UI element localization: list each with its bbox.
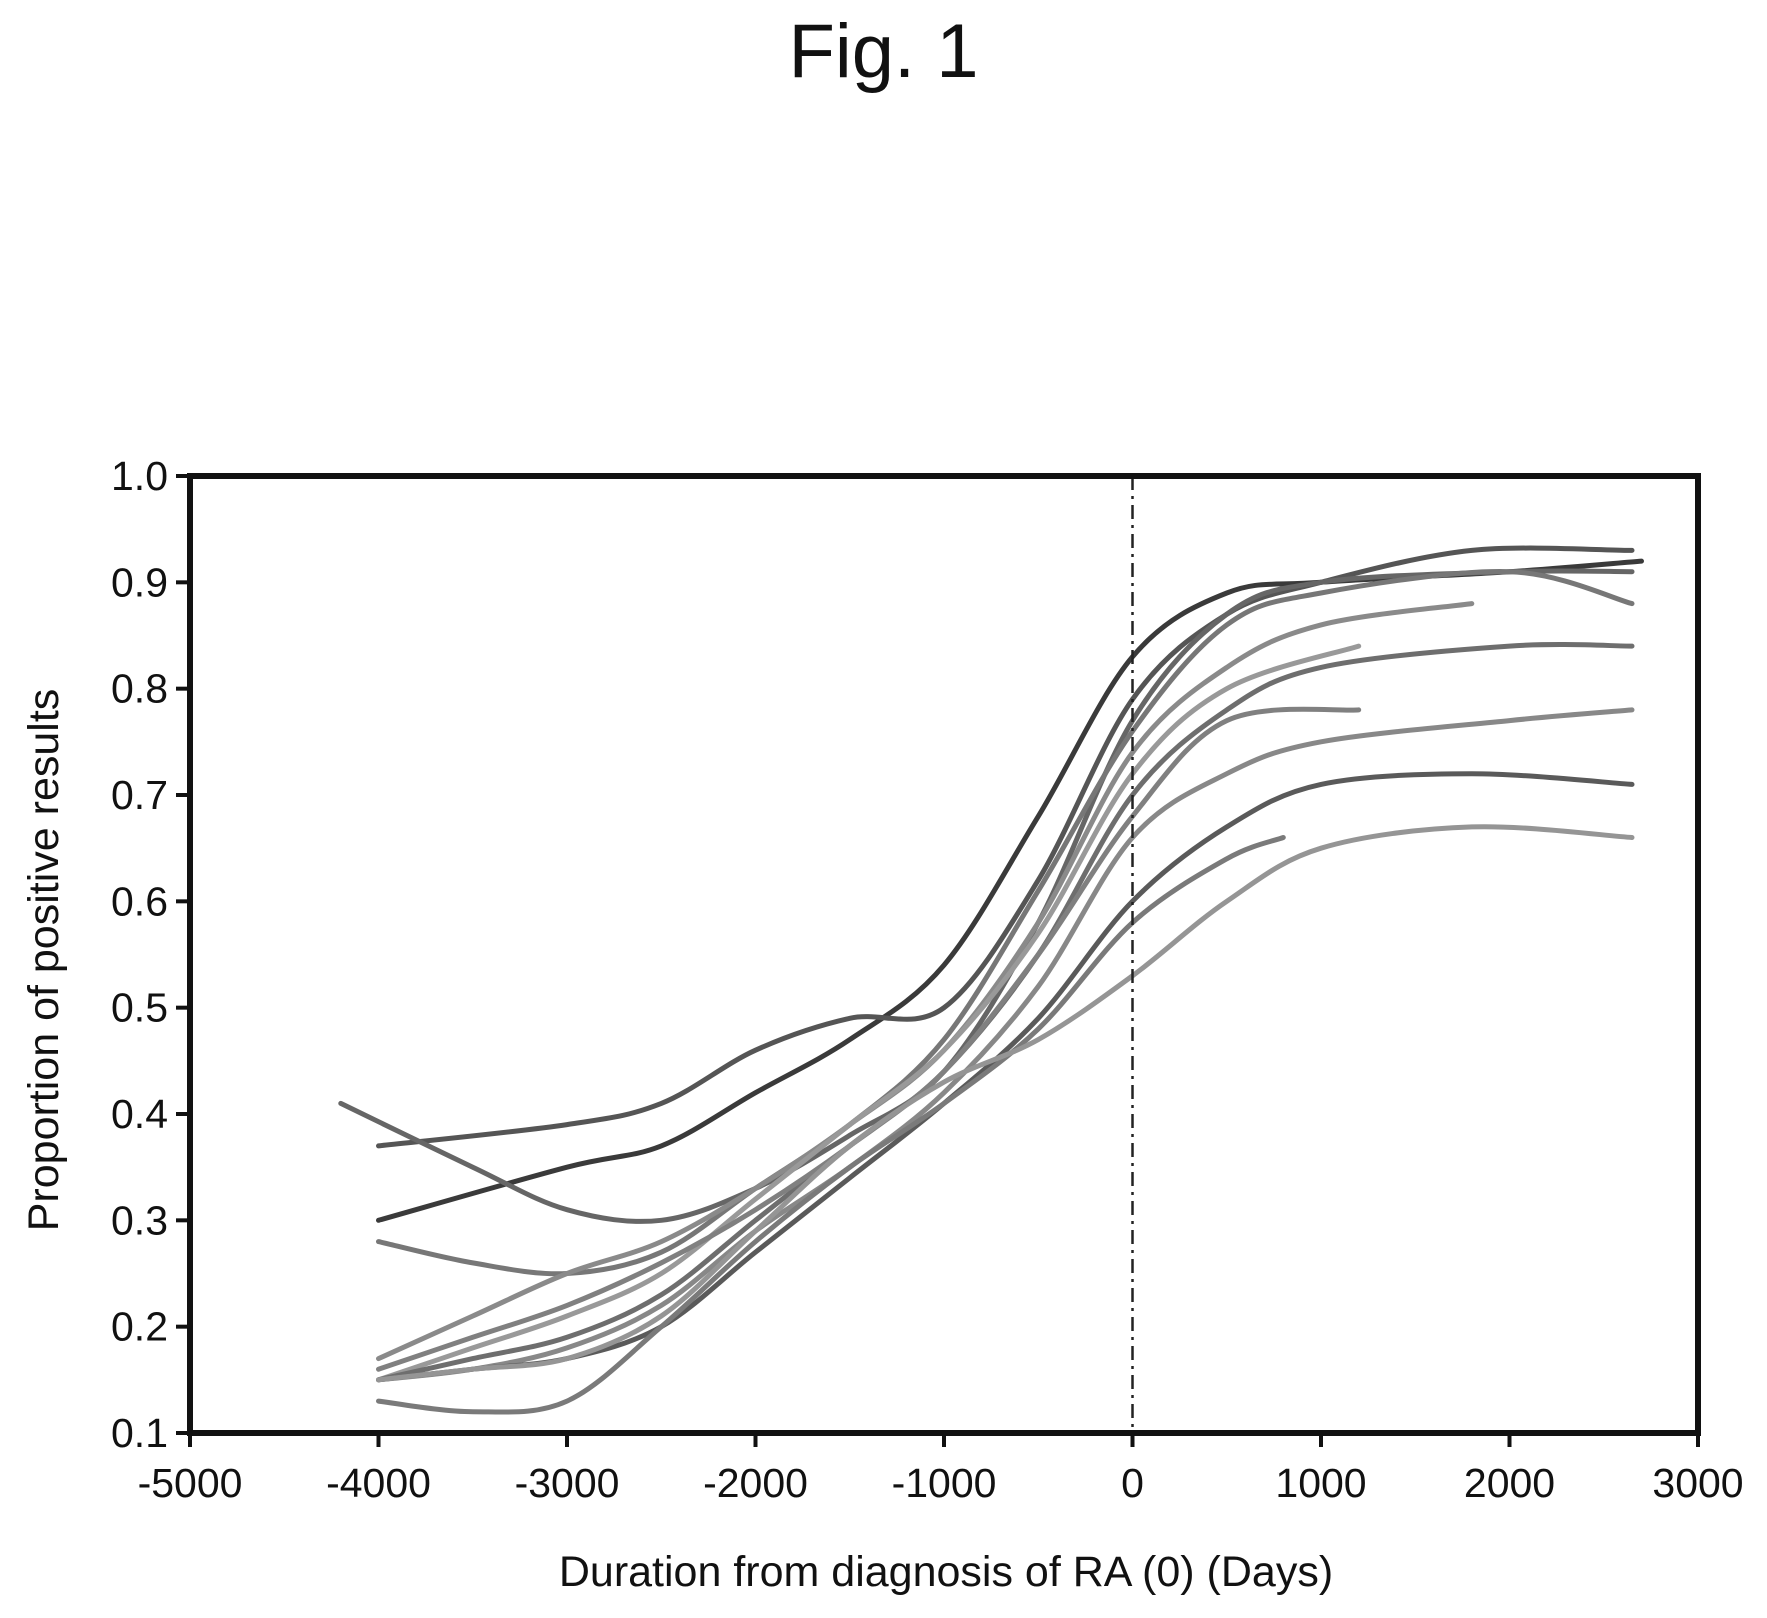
series-line-9 <box>376 707 1635 1383</box>
figure-title: Fig. 1 <box>788 9 979 94</box>
y-tick-label: 0.8 <box>111 666 168 712</box>
series-layer <box>338 545 1644 1415</box>
series-line-6 <box>376 643 1362 1383</box>
y-tick-label: 0.5 <box>111 985 168 1031</box>
y-tick-label: 0.6 <box>111 878 168 924</box>
y-tick-label: 0.9 <box>111 559 168 605</box>
y-axis: 0.1 0.2 0.3 0.4 0.5 0.6 0.7 0.8 0.9 1.0 <box>111 453 190 1456</box>
y-tick-label: 0.1 <box>111 1410 168 1456</box>
series-line-1 <box>376 558 1644 1223</box>
x-tick-label: 3000 <box>1652 1460 1743 1506</box>
x-tick-label: 2000 <box>1464 1460 1555 1506</box>
series-line-7 <box>376 642 1635 1383</box>
plot-frame <box>187 473 1701 1436</box>
series-line-12 <box>376 824 1635 1383</box>
series-line-5 <box>376 601 1475 1362</box>
y-tick-label: 0.2 <box>111 1304 168 1350</box>
x-tick-label: -3000 <box>515 1460 620 1506</box>
y-tick-label: 0.4 <box>111 1091 168 1137</box>
x-tick-label: -2000 <box>703 1460 808 1506</box>
x-tick-label: -4000 <box>326 1460 431 1506</box>
series-line-4 <box>376 569 1635 1277</box>
series-line-3 <box>338 568 1635 1224</box>
y-tick-label: 0.3 <box>111 1197 168 1243</box>
series-line-2 <box>376 545 1635 1149</box>
y-tick-label: 1.0 <box>111 453 168 499</box>
x-tick-label: -5000 <box>138 1460 243 1506</box>
x-tick-label: 0 <box>1121 1460 1144 1506</box>
y-tick-label: 0.7 <box>111 772 168 818</box>
x-tick-label: 1000 <box>1275 1460 1366 1506</box>
x-axis: -5000 -4000 -3000 -2000 -1000 0 1000 2000 3000 <box>138 1433 1744 1506</box>
x-tick-label: -1000 <box>892 1460 997 1506</box>
y-axis-label: Proportion of positive results <box>20 689 68 1232</box>
series-line-11 <box>376 835 1286 1415</box>
series-line-10 <box>376 771 1635 1383</box>
x-axis-label: Duration from diagnosis of RA (0) (Days) <box>559 1548 1333 1596</box>
